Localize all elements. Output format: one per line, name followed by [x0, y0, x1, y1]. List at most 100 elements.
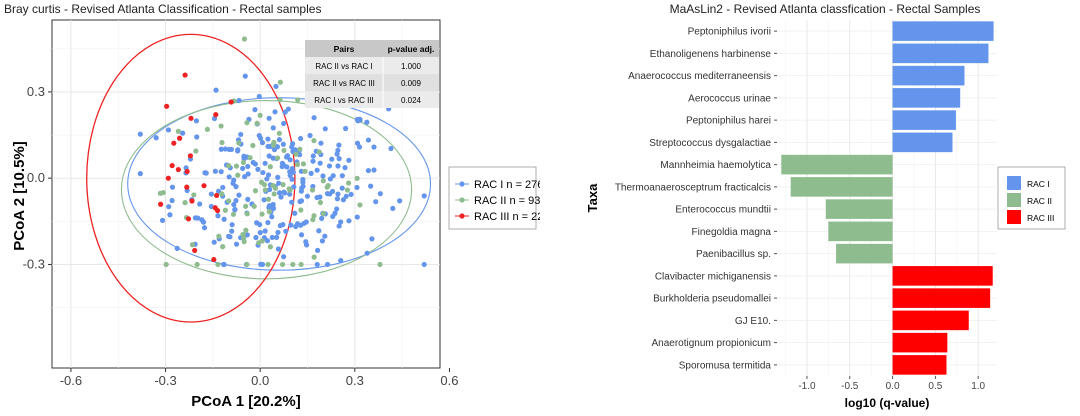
pcoa-point-rac1: [335, 191, 341, 197]
pcoa-point-rac2: [311, 254, 317, 260]
pcoa-point-rac1: [373, 199, 379, 205]
pcoa-x-axis-label: PCoA 1 [20.2%]: [191, 393, 300, 410]
pcoa-point-rac2: [277, 97, 283, 103]
pcoa-point-rac2: [193, 148, 199, 154]
pcoa-point-rac1: [371, 167, 377, 173]
pcoa-scatter-chart: Bray curtis - Revised Atlanta Classifica…: [4, 2, 540, 410]
pcoa-point-rac1: [346, 218, 352, 224]
pcoa-point-rac2: [191, 192, 197, 198]
pcoa-point-rac1: [137, 131, 143, 137]
pcoa-point-rac3: [175, 166, 181, 173]
pcoa-point-rac2: [309, 187, 316, 193]
pcoa-point-rac2: [274, 155, 281, 161]
bar-x-tick-label: -0.5: [841, 381, 859, 392]
pcoa-point-rac1: [201, 225, 208, 231]
bar-category-label: Clavibacter michiganensis: [655, 271, 771, 282]
pcoa-point-rac2: [241, 239, 247, 245]
pcoa-point-rac2: [317, 199, 324, 206]
pcoa-point-rac1: [211, 239, 217, 245]
bar-x-tick-label: 0.0: [886, 381, 900, 392]
pcoa-point-rac1: [174, 245, 180, 251]
bar-category-label: Streptococcus dysgalactiae: [649, 138, 771, 149]
pcoa-point-rac2: [233, 163, 240, 169]
legend-label-rac1: RAC I: [1027, 179, 1050, 189]
pcoa-point-rac1: [265, 219, 271, 226]
pcoa-legend: RAC I n = 276 RAC II n = 93 RAC III n = …: [448, 166, 540, 230]
pcoa-point-rac1: [193, 118, 200, 124]
pcoa-point-rac1: [287, 191, 293, 197]
pcoa-point-rac1: [314, 261, 320, 268]
pcoa-point-rac2: [276, 130, 282, 136]
pcoa-point-rac1: [421, 193, 427, 199]
pcoa-point-rac3: [176, 135, 183, 141]
pcoa-point-rac1: [226, 174, 232, 180]
pcoa-point-rac2: [279, 261, 286, 268]
pcoa-point-rac1: [153, 135, 159, 141]
pcoa-point-rac1: [377, 191, 383, 197]
pcoa-point-rac1: [229, 222, 235, 228]
pcoa-point-rac1: [282, 109, 288, 115]
pcoa-point-rac2: [316, 149, 322, 155]
pcoa-x-tick-label: 0.3: [346, 373, 364, 388]
pcoa-point-rac1: [262, 228, 268, 234]
pcoa-point-rac2: [377, 261, 383, 268]
pcoa-point-rac1: [322, 126, 328, 132]
pcoa-point-rac2: [265, 196, 272, 202]
pcoa-point-rac2: [265, 261, 271, 268]
pcoa-point-rac2: [271, 191, 277, 197]
pvalue-table-pair: RAC II vs RAC I: [315, 62, 372, 71]
pcoa-point-rac2: [302, 168, 308, 174]
bar-category-label: Peptoniphilus harei: [686, 116, 771, 127]
bar-category-label: Thermoanaerosceptrum fracticalcis: [615, 182, 771, 193]
pcoa-point-rac3: [165, 175, 171, 181]
pcoa-point-rac2: [259, 211, 265, 217]
pcoa-point-rac1: [250, 159, 256, 166]
bar-category-label: Anaerococcus mediterraneensis: [628, 71, 771, 82]
pcoa-point-rac1: [289, 199, 295, 205]
pcoa-point-rac1: [340, 197, 347, 203]
pcoa-point-rac2: [226, 198, 232, 204]
pcoa-point-rac1: [292, 147, 298, 153]
pcoa-point-rac1: [264, 176, 270, 182]
pcoa-point-rac1: [326, 163, 333, 169]
legend-label-rac2: RAC II n = 93: [474, 195, 540, 207]
pcoa-point-rac1: [266, 153, 272, 159]
pcoa-point-rac2: [266, 209, 272, 215]
pcoa-point-rac2: [216, 233, 222, 239]
pvalue-table-value: 0.009: [401, 79, 422, 88]
pcoa-point-rac3: [158, 201, 164, 207]
pcoa-point-rac1: [365, 167, 372, 174]
pcoa-point-rac1: [255, 166, 261, 172]
pcoa-point-rac2: [354, 175, 360, 181]
bar-anaerococcus-mediterraneensis: [892, 65, 965, 86]
pcoa-point-rac3: [188, 115, 194, 121]
bar-anaerotignum-propionicum: [892, 332, 948, 353]
bar-y-axis-label: Taxa: [585, 183, 600, 212]
pcoa-point-rac1: [285, 106, 291, 112]
pcoa-point-rac1: [315, 247, 321, 253]
pcoa-point-rac2: [244, 261, 250, 268]
pcoa-point-rac2: [298, 261, 304, 268]
pcoa-point-rac1: [169, 184, 176, 190]
pcoa-point-rac2: [325, 183, 331, 189]
pcoa-point-rac1: [319, 215, 325, 221]
bar-category-label: GJ E10.: [735, 316, 771, 327]
pcoa-point-rac3: [228, 99, 234, 105]
bar-x-tick-label: -1.0: [798, 381, 816, 392]
pcoa-point-rac2: [230, 211, 237, 217]
pcoa-point-rac1: [365, 137, 372, 143]
pcoa-point-rac1: [289, 176, 295, 182]
bar-gj-e10: [892, 310, 969, 331]
pcoa-point-rac3: [201, 183, 207, 189]
legend-swatch-rac1: [1007, 176, 1021, 190]
pcoa-y-tick-label: 0.0: [27, 170, 45, 185]
bar-category-label: Burkholderia pseudomallei: [653, 294, 771, 305]
bar-finegoldia-magna: [828, 221, 893, 242]
pcoa-point-rac1: [297, 135, 304, 142]
pcoa-point-rac3: [171, 140, 177, 146]
pcoa-point-rac1: [287, 157, 293, 163]
pcoa-point-rac2: [189, 242, 196, 248]
pcoa-point-rac2: [293, 151, 299, 157]
pcoa-point-rac1: [300, 183, 306, 189]
pcoa-point-rac1: [203, 170, 209, 176]
